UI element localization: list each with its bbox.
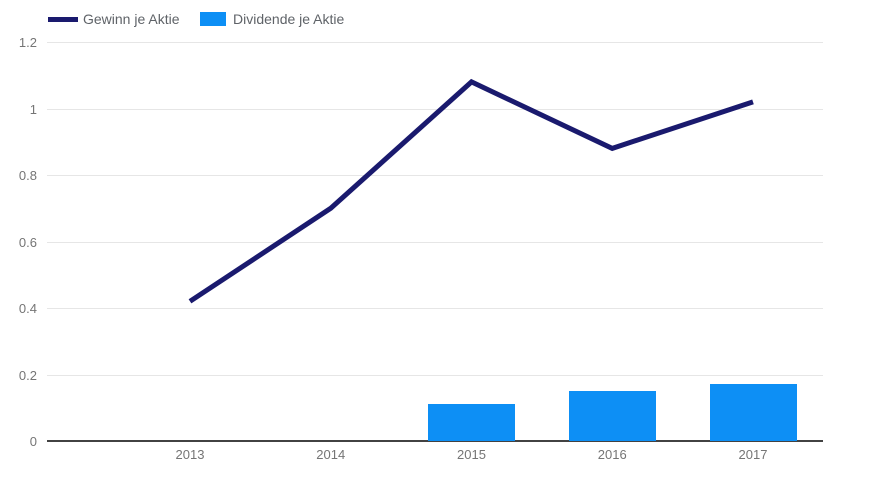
gridline	[47, 42, 823, 43]
bar-2017[interactable]	[709, 384, 797, 441]
y-tick-label: 0.2	[18, 367, 37, 383]
y-tick-label: 1.2	[18, 35, 37, 50]
x-tick-label-2014: 2014	[316, 447, 346, 462]
x-tick-label-2017: 2017	[738, 447, 768, 462]
legend-item-dividende-je-aktie: Dividende je Aktie	[200, 10, 344, 28]
line-path[interactable]	[188, 78, 754, 304]
y-tick-label: 1	[29, 101, 37, 117]
gridline	[47, 241, 823, 243]
x-axis-line	[47, 440, 823, 442]
y-tick-label: 0.6	[18, 234, 37, 250]
y-tick-label: 0	[29, 434, 37, 449]
line-series-swatch	[48, 16, 78, 22]
gridline	[47, 374, 823, 376]
bar-2015[interactable]	[428, 404, 515, 441]
x-tick-label-2015: 2015	[457, 447, 486, 462]
y-tick-label: 0.4	[18, 301, 37, 316]
bar-2016[interactable]	[568, 391, 656, 441]
gridline	[47, 108, 823, 110]
gridline	[47, 175, 823, 176]
x-tick-label-2016: 2016	[597, 447, 627, 462]
legend-item-gewinn-je-aktie: Gewinn je Aktie	[48, 10, 180, 28]
y-tick-label: 0.8	[18, 168, 37, 183]
gridline	[47, 308, 823, 309]
bar-series-swatch	[200, 12, 226, 26]
legend: Gewinn je Aktie Dividende je Aktie	[0, 0, 871, 34]
legend-label-gewinn: Gewinn je Aktie	[83, 11, 180, 27]
legend-label-dividende: Dividende je Aktie	[233, 11, 345, 27]
x-tick-label-2013: 2013	[175, 447, 205, 462]
